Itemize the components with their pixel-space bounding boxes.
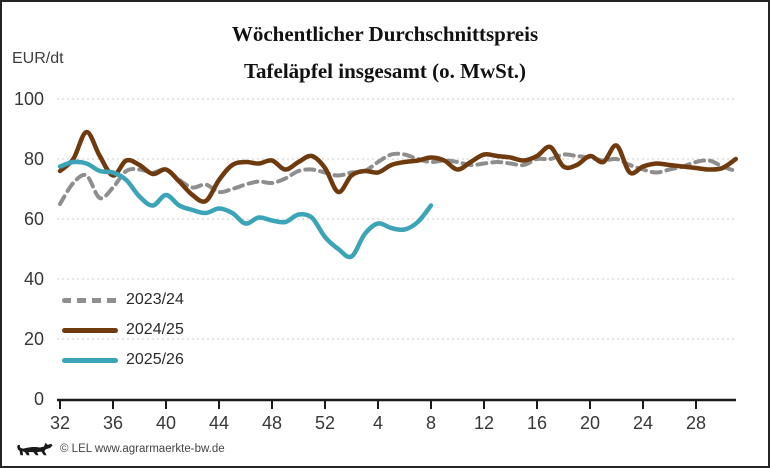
x-tick-label-16: 16 [526,413,548,433]
x-tick-label-36: 36 [102,413,124,433]
x-tick-label-32: 32 [49,413,71,433]
chart-title: Wöchentlicher Durchschnittspreis Tafeläp… [2,16,768,90]
y-axis-unit: EUR/dt [12,50,64,67]
legend-label-2024-25: 2024/25 [126,321,184,338]
y-tick-label-20: 20 [23,329,44,349]
y-tick-label-40: 40 [23,269,44,289]
x-tick-label-24: 24 [632,413,654,433]
x-tick-label-48: 48 [261,413,283,433]
x-tick-label-20: 20 [579,413,601,433]
footer: © LEL www.agrarmaerkte-bw.de [16,440,225,458]
x-tick-label-40: 40 [155,413,177,433]
chart-title-line1: Wöchentlicher Durchschnittspreis [231,22,539,46]
x-tick-label-8: 8 [425,413,436,433]
x-tick-label-52: 52 [314,413,336,433]
legend-swatch-2025-26 [62,357,118,363]
legend-swatch-2023-24 [62,297,118,303]
y-tick-label-100: 100 [13,89,44,109]
x-tick-label-28: 28 [685,413,707,433]
chart-title-line2: Tafeläpfel insgesamt (o. MwSt.) [243,59,527,83]
legend-item-2024-25: 2024/25 [62,318,184,342]
legend-swatch-2024-25 [62,327,118,333]
legend: 2023/24 2024/25 2025/26 [62,288,184,372]
lion-logo-icon [17,442,53,456]
y-tick-label-60: 60 [23,209,44,229]
series-line-2024-25 [57,129,739,204]
series-line-2025-26 [57,159,434,260]
x-tick-label-44: 44 [208,413,230,433]
legend-label-2025-26: 2025/26 [126,351,184,368]
y-tick-label-80: 80 [23,149,44,169]
x-tick-label-4: 4 [372,413,383,433]
legend-label-2023-24: 2023/24 [126,291,184,308]
y-tick-label-0: 0 [33,389,44,409]
legend-item-2025-26: 2025/26 [62,348,184,372]
legend-item-2023-24: 2023/24 [62,288,184,312]
copyright-text: © LEL www.agrarmaerkte-bw.de [60,443,225,455]
x-tick-label-12: 12 [473,413,495,433]
